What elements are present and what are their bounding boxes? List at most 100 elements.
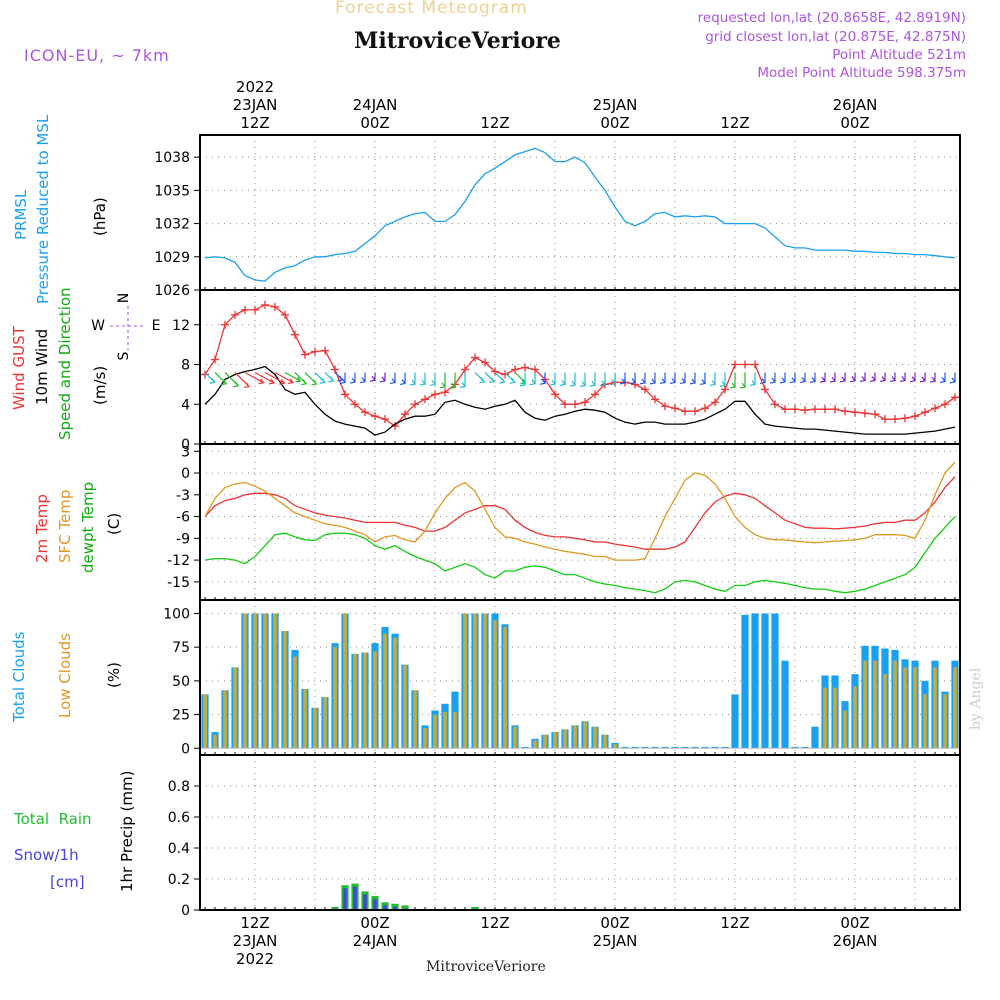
closest-coords: grid closest lon,lat (20.875E, 42.875N) [705, 29, 966, 45]
wind-direction-arrow [809, 372, 817, 384]
precip-tick-label: 0.6 [168, 810, 190, 826]
wind-gust-line [204, 304, 956, 427]
wind-direction-arrow [789, 372, 797, 384]
precip-frame [199, 754, 961, 911]
clouds-tick-label: 50 [172, 674, 190, 690]
gust-marker [261, 300, 269, 309]
wind-direction-arrow [599, 372, 607, 387]
wind-direction-arrow [779, 372, 787, 384]
gust-marker [731, 360, 739, 369]
gust-marker [491, 367, 499, 376]
time-label-bottom: 00Z [840, 914, 869, 932]
gust-marker [741, 360, 749, 369]
gust-marker [851, 408, 859, 417]
low-clouds-bar [593, 726, 597, 749]
low-clouds-bar [563, 729, 567, 749]
2m-temp-line [204, 476, 956, 550]
total-clouds-bar [741, 614, 749, 749]
total-clouds-bar [701, 746, 709, 749]
total-clouds-bar [521, 746, 529, 749]
time-label-bottom: 12Z [480, 914, 509, 932]
gust-marker [941, 400, 949, 409]
time-label-top: 00Z [600, 114, 629, 132]
wind-direction-arrow [949, 372, 957, 384]
gust-marker [291, 330, 299, 339]
gust-marker [401, 410, 409, 419]
wind-direction-arrow [379, 372, 387, 383]
low-clouds-bar [833, 687, 837, 749]
pressure-tick-label: 1038 [154, 150, 190, 166]
gust-marker [361, 408, 369, 417]
total-clouds-bar [761, 613, 769, 749]
time-label-bottom: 25JAN [593, 932, 638, 950]
gust-marker [781, 405, 789, 414]
wind-direction-arrow [399, 372, 407, 386]
gust-marker [881, 415, 889, 424]
low-clouds-bar [883, 674, 887, 749]
gust-marker [841, 407, 849, 416]
total-clouds-bar [691, 746, 699, 749]
compass-west: W [91, 318, 105, 334]
temp-tick-label: -12 [167, 553, 190, 569]
low-clouds-bar [323, 697, 327, 749]
wind-direction-arrow [264, 371, 286, 385]
gust-marker [671, 404, 679, 413]
low-clouds-bar [913, 667, 917, 749]
gust-marker [281, 310, 289, 319]
label-total-rain: Total Rain [14, 810, 92, 828]
wind-direction-arrow [829, 372, 837, 383]
low-clouds-bar [313, 707, 317, 749]
low-clouds-bar [283, 631, 287, 749]
gust-marker [811, 405, 819, 414]
pressure-tick-label: 1029 [154, 250, 190, 266]
pressure-tick-label: 1035 [154, 183, 190, 199]
time-label-bottom: 2022 [236, 950, 274, 968]
wind-direction-arrow [689, 372, 697, 385]
pressure-tick-label: 1032 [154, 217, 190, 233]
pressure-tick-label: 1026 [154, 283, 190, 299]
wind-direction-arrow [799, 372, 807, 384]
time-label-bottom: 26JAN [833, 932, 878, 950]
low-clouds-bar [543, 734, 547, 749]
gust-marker [271, 302, 279, 311]
gust-marker [311, 347, 319, 356]
gust-marker [431, 390, 439, 399]
wind-direction-arrow [494, 372, 506, 384]
low-clouds-bar [923, 694, 927, 749]
compass-rose [110, 306, 146, 350]
low-clouds-bar [443, 711, 447, 749]
clouds-tick-label: 75 [172, 640, 190, 656]
wind-direction-arrow [899, 372, 907, 383]
wind-direction-arrow [224, 372, 240, 388]
wind-direction-arrow [769, 372, 777, 384]
low-clouds-bar [853, 686, 857, 749]
time-label-top: 12Z [720, 114, 749, 132]
temp-tick-label: -3 [176, 488, 190, 504]
time-label-top: 25JAN [593, 96, 638, 114]
wind-direction-arrow [759, 372, 767, 385]
total-clouds-bar [781, 660, 789, 749]
clouds-panel [194, 599, 961, 756]
temp-tick-label: 0 [181, 466, 190, 482]
total-clouds-bar [771, 613, 779, 749]
gust-marker [411, 400, 419, 409]
total-rain-bar [401, 905, 409, 910]
time-label-top: 12Z [240, 114, 269, 132]
wind-direction-arrow [214, 372, 228, 386]
total-clouds-bar [681, 746, 689, 749]
compass-north: N [116, 293, 132, 303]
gust-marker [581, 398, 589, 407]
low-clouds-bar [513, 726, 517, 749]
gust-marker [241, 305, 249, 314]
low-clouds-bar [343, 613, 347, 749]
clouds-tick-label: 100 [163, 606, 190, 622]
wind-direction-arrow [609, 372, 617, 386]
temp-tick-label: 3 [181, 444, 190, 460]
low-clouds-bar [373, 651, 377, 749]
low-clouds-bar [463, 613, 467, 749]
time-label-bottom: 24JAN [353, 932, 398, 950]
wind-direction-arrow [649, 372, 657, 385]
snow-h-bar [353, 886, 357, 910]
wind-direction-arrow [439, 372, 447, 389]
